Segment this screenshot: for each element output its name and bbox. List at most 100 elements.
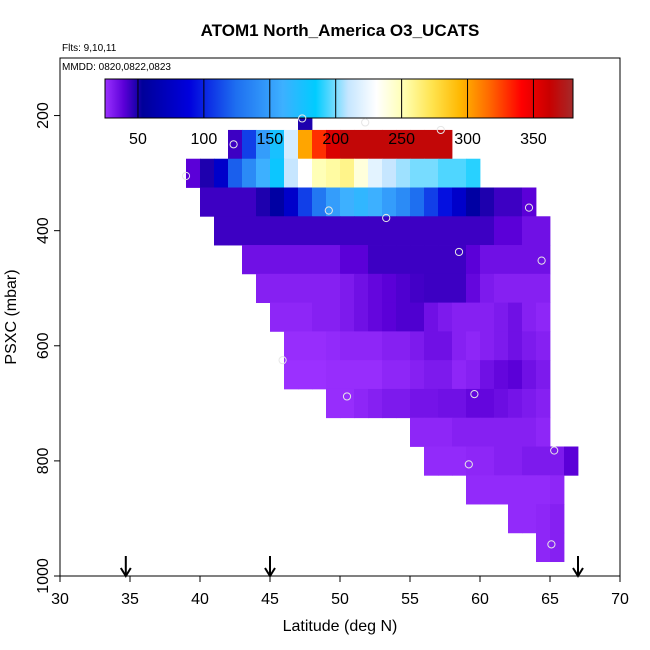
heatmap-cell <box>536 331 551 361</box>
heatmap-cell <box>508 504 523 534</box>
heatmap-cells <box>186 101 579 563</box>
heatmap-cell <box>298 331 313 361</box>
dates-label: MMDD: 0820,0822,0823 <box>62 62 171 73</box>
heatmap-cell <box>298 273 313 304</box>
heatmap-cell <box>298 158 313 188</box>
heatmap-cell <box>494 187 509 217</box>
heatmap-cell <box>340 273 355 304</box>
heatmap-cell <box>452 388 467 419</box>
y-tick-label: 600 <box>35 332 52 359</box>
heatmap-cell <box>522 446 537 476</box>
heatmap-cell <box>382 216 397 246</box>
heatmap-cell <box>326 302 341 332</box>
heatmap-cell <box>494 302 509 332</box>
heatmap-cell <box>354 302 369 332</box>
x-tick-label: 30 <box>51 591 69 608</box>
heatmap-cell <box>438 129 453 160</box>
heatmap-cell <box>438 158 453 188</box>
heatmap-cell <box>494 273 509 304</box>
heatmap-cell <box>522 273 537 304</box>
heatmap-cell <box>396 302 411 332</box>
heatmap-cell <box>410 158 425 188</box>
sample-point <box>436 125 445 135</box>
sample-point <box>181 171 191 181</box>
sample-point <box>537 256 546 265</box>
heatmap-cell <box>340 302 355 332</box>
heatmap-cell <box>564 446 579 476</box>
heatmap-cell <box>536 532 551 563</box>
heatmap-cell <box>424 129 439 160</box>
y-tick-label: 200 <box>35 102 52 129</box>
heatmap-cell <box>396 216 411 246</box>
heatmap-cell <box>410 216 425 246</box>
heatmap-cell <box>298 216 313 246</box>
heatmap-cell <box>466 187 481 217</box>
heatmap-cell <box>410 302 425 332</box>
heatmap-cell <box>536 245 551 275</box>
sample-point <box>324 206 333 215</box>
heatmap-cell <box>312 360 327 390</box>
heatmap-cell <box>522 302 537 332</box>
heatmap-cell <box>326 158 341 188</box>
heatmap-cell <box>368 388 383 419</box>
heatmap-cell <box>312 216 327 246</box>
heatmap-cell <box>508 245 523 275</box>
heatmap-cell <box>424 417 439 447</box>
heatmap-cell <box>326 216 341 246</box>
heatmap-cell <box>382 360 397 390</box>
heatmap-cell <box>466 245 481 275</box>
heatmap-cell <box>480 446 495 476</box>
heatmap-cell <box>480 245 495 275</box>
heatmap-cell <box>508 446 523 476</box>
heatmap-cell <box>522 388 537 419</box>
heatmap-cell <box>410 331 425 361</box>
heatmap-cell <box>550 504 565 534</box>
heatmap-cell <box>298 360 313 390</box>
heatmap-cell <box>382 388 397 419</box>
flights-label: Flts: 9,10,11 <box>62 43 117 54</box>
heatmap-cell <box>522 475 537 505</box>
heatmap-cell <box>536 360 551 390</box>
x-tick-label: 70 <box>611 591 629 608</box>
heatmap-cell <box>410 245 425 275</box>
sample-point <box>361 118 370 127</box>
sample-point <box>547 540 556 549</box>
heatmap-cell <box>200 158 215 188</box>
heatmap-cell <box>298 129 313 160</box>
heatmap-cell <box>326 273 341 304</box>
heatmap-cell <box>270 216 285 246</box>
colorbar-tick-label: 200 <box>322 131 349 148</box>
heatmap-cell <box>424 187 439 217</box>
sample-point <box>298 114 307 123</box>
heatmap-cell <box>214 216 229 246</box>
heatmap-cell <box>312 158 327 188</box>
heatmap-cell <box>284 302 299 332</box>
heatmap-cell <box>326 331 341 361</box>
heatmap-cell <box>438 360 453 390</box>
heatmap-cell <box>424 245 439 275</box>
heatmap-cell <box>368 245 383 275</box>
heatmap-cell <box>480 302 495 332</box>
x-tick-label: 65 <box>541 591 559 608</box>
sample-point <box>278 356 287 365</box>
heatmap-cell <box>284 331 299 361</box>
y-tick-label: 800 <box>35 447 52 474</box>
heatmap-cell <box>354 360 369 390</box>
heatmap-cell <box>368 360 383 390</box>
heatmap-cell <box>312 245 327 275</box>
heatmap-cell <box>270 187 285 217</box>
heatmap-cell <box>466 360 481 390</box>
heatmap-cell <box>256 273 271 304</box>
heatmap-cell <box>410 388 425 419</box>
x-tick-label: 35 <box>121 591 139 608</box>
heatmap-cell <box>424 158 439 188</box>
colorbar-tick-label: 50 <box>129 131 147 148</box>
heatmap-cell <box>480 417 495 447</box>
heatmap-cell <box>298 245 313 275</box>
heatmap-cell <box>452 360 467 390</box>
heatmap-cell <box>438 187 453 217</box>
colorbar-gradient <box>104 78 574 119</box>
heatmap-cell <box>228 216 243 246</box>
heatmap-cell <box>354 273 369 304</box>
